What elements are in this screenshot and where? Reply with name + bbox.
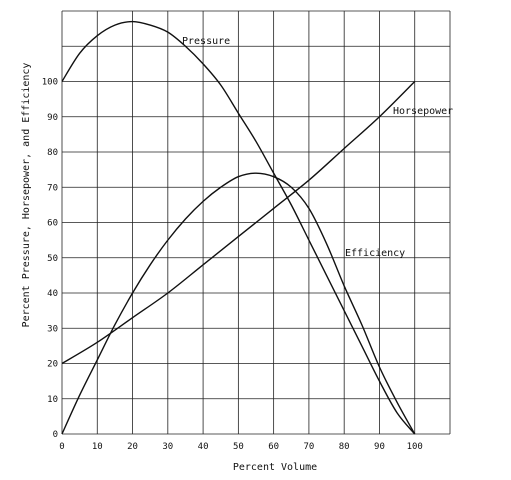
series-label-efficiency: Efficiency [345,248,405,259]
x-tick-label: 100 [407,442,423,452]
x-tick-label: 70 [303,442,314,452]
x-tick-label: 20 [127,442,138,452]
series-label-horsepower: Horsepower [393,106,453,117]
y-tick-label: 90 [47,113,58,123]
y-tick-label: 40 [47,289,58,299]
y-tick-label: 30 [47,324,58,334]
x-axis-label: Percent Volume [233,462,317,473]
series-layer [61,20,416,435]
y-axis-label: Percent Pressure, Horsepower, and Effici… [21,63,32,328]
series-line-efficiency [61,172,416,435]
y-tick-label: 50 [47,254,58,264]
tick-labels: 0 10 20 30 40 50 60 70 80 90 100 0 10 20 30 40 50 60 70 80 9… [42,78,423,453]
y-tick-label: 10 [47,395,58,405]
x-tick-label: 60 [268,442,279,452]
series-line-pressure [61,20,416,435]
y-tick-label: 60 [47,219,58,229]
x-tick-label: 50 [233,442,244,452]
y-tick-label: 80 [47,148,58,158]
x-tick-label: 40 [198,442,209,452]
x-tick-label: 30 [162,442,173,452]
y-tick-label: 100 [42,78,58,88]
x-tick-label: 0 [59,442,64,452]
series-line-horsepower [61,81,416,365]
y-tick-label: 0 [53,430,58,440]
x-tick-label: 80 [339,442,350,452]
x-tick-label: 90 [374,442,385,452]
y-tick-label: 70 [47,183,58,193]
x-tick-label: 10 [92,442,103,452]
series-label-pressure: Pressure [182,36,230,47]
y-tick-label: 20 [47,360,58,370]
